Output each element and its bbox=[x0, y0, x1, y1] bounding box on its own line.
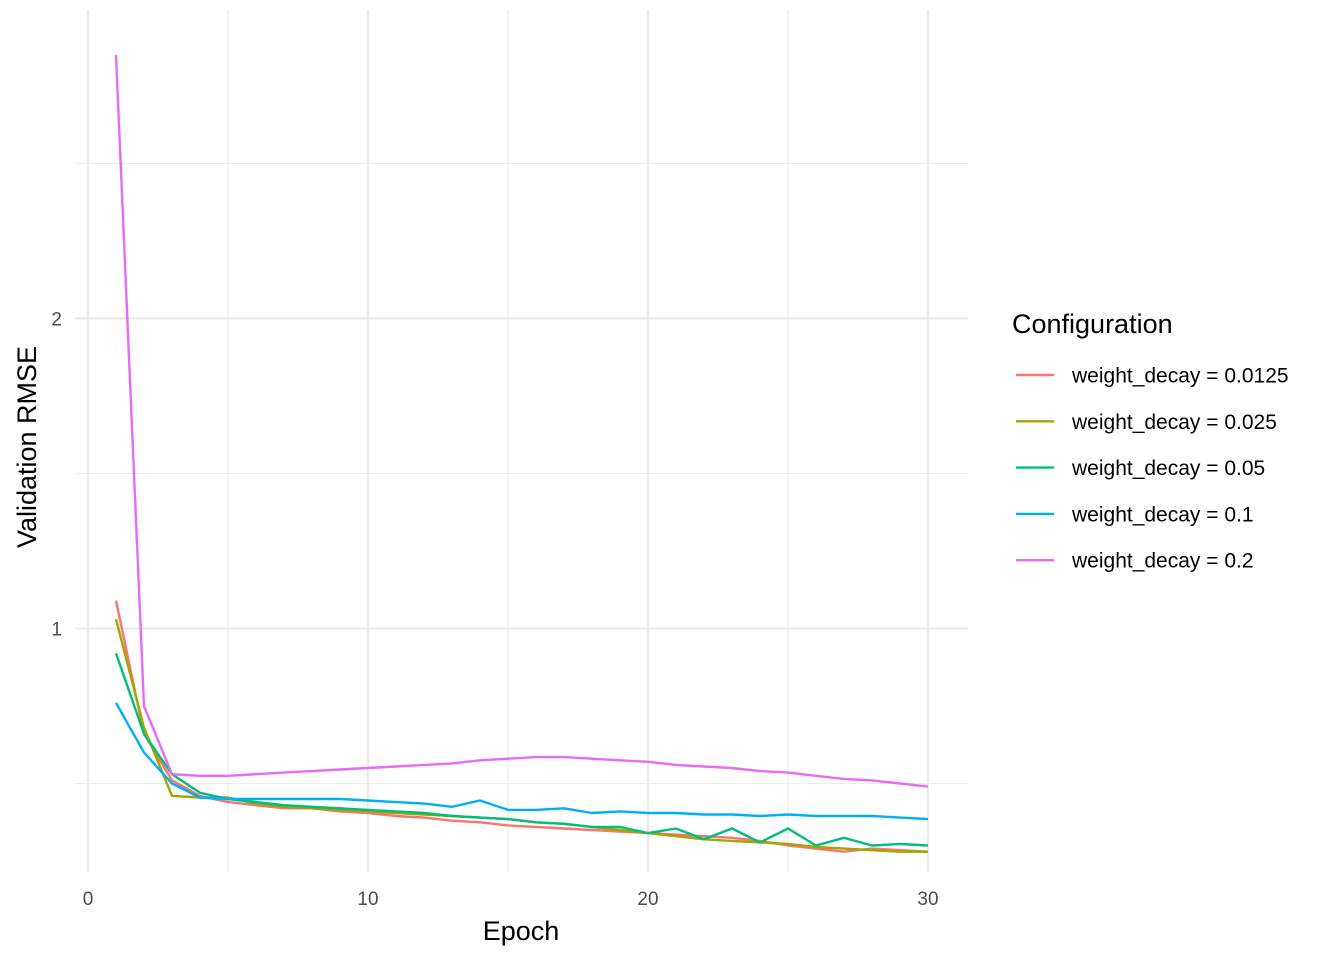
legend-label: weight_decay = 0.05 bbox=[1071, 457, 1265, 480]
x-tick-label: 30 bbox=[917, 889, 938, 910]
series-line bbox=[114, 54, 929, 788]
legend-items: weight_decay = 0.0125 weight_decay = 0.02… bbox=[1016, 365, 1289, 573]
series-lines bbox=[114, 54, 929, 853]
legend-title: Configuration bbox=[1012, 309, 1173, 339]
x-tick-label: 20 bbox=[637, 889, 658, 910]
x-tick-label: 10 bbox=[357, 889, 378, 910]
x-tick-label: 0 bbox=[83, 889, 94, 910]
y-axis-title: Validation RMSE bbox=[12, 346, 42, 548]
legend: Configuration weight_decay = 0.0125weigh… bbox=[1012, 309, 1289, 573]
legend-label: weight_decay = 0.2 bbox=[1071, 550, 1254, 573]
legend-item: weight_decay = 0.1 bbox=[1016, 503, 1254, 526]
y-axis-ticks: 12 bbox=[51, 310, 62, 641]
y-tick-label: 1 bbox=[51, 620, 62, 641]
legend-item: weight_decay = 0.025 bbox=[1016, 411, 1277, 434]
legend-label: weight_decay = 0.1 bbox=[1071, 503, 1254, 526]
series-line bbox=[114, 702, 929, 821]
x-axis-title: Epoch bbox=[483, 916, 560, 946]
x-axis-ticks: 0 10 20 30 bbox=[83, 889, 939, 910]
series-line bbox=[114, 618, 928, 853]
legend-item: weight_decay = 0.2 bbox=[1016, 550, 1254, 573]
y-tick-label: 2 bbox=[51, 310, 62, 331]
legend-item: weight_decay = 0.0125 bbox=[1016, 365, 1289, 388]
legend-label: weight_decay = 0.0125 bbox=[1071, 365, 1289, 388]
series-line bbox=[114, 600, 929, 853]
legend-item: weight_decay = 0.05 bbox=[1016, 457, 1265, 480]
grid bbox=[75, 10, 968, 872]
series-line bbox=[114, 652, 929, 847]
legend-label: weight_decay = 0.025 bbox=[1071, 411, 1277, 434]
